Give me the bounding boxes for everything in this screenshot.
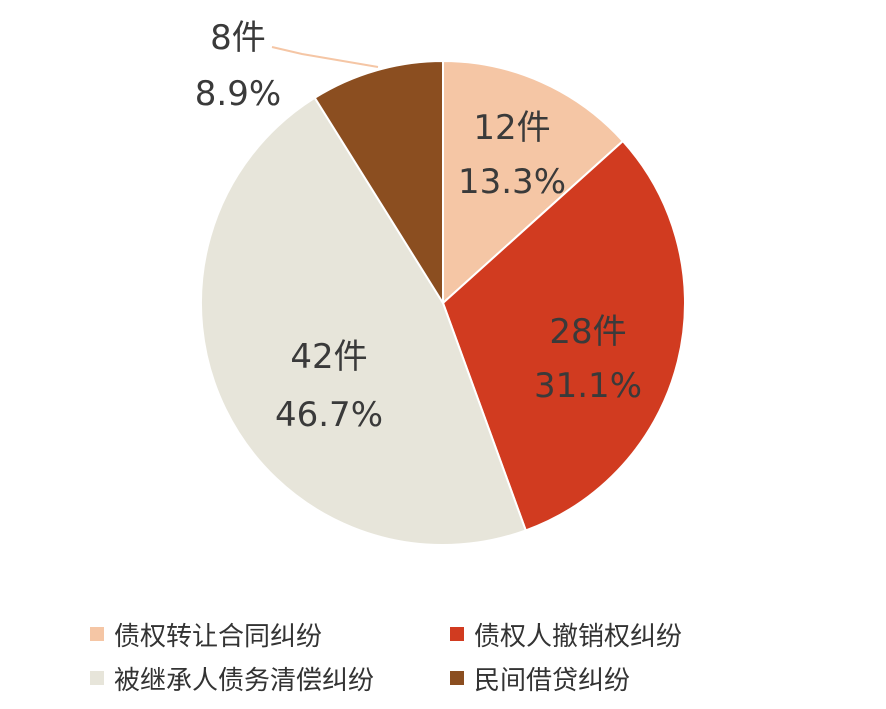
slice-3-count-label: 42件: [290, 337, 367, 377]
pie-slice-3: [199, 96, 528, 546]
legend-item-3: 被继承人债务清偿纠纷: [90, 660, 450, 697]
slice-1-count-label: 12件: [473, 108, 550, 148]
legend-label-2: 债权人撤销权纠纷: [474, 621, 683, 652]
legend-label-1: 债权转让合同纠纷: [114, 621, 323, 652]
legend-label-3: 被继承人债务清偿纠纷: [114, 665, 375, 696]
slice-2-percent-label: 31.1%: [534, 366, 642, 406]
pie-labels: 12件 13.3% 28件 31.1% 42件 46.7% 8件 8.9%: [195, 18, 642, 435]
legend-swatch-3: [90, 671, 104, 685]
legend-item-1: 债权转让合同纠纷: [90, 616, 450, 653]
legend-item-2: 债权人撤销权纠纷: [450, 616, 682, 653]
legend-item-4: 民间借贷纠纷: [450, 660, 630, 697]
slice-4-count-label: 8件: [210, 18, 266, 58]
slice-3-percent-label: 46.7%: [275, 395, 383, 435]
pie-slice-4: [313, 59, 444, 307]
pie-slice-2: [441, 139, 686, 532]
legend-swatch-1: [90, 627, 104, 641]
slice-4-percent-label: 8.9%: [195, 74, 281, 114]
legend-label-4: 民间借贷纠纷: [474, 665, 631, 696]
slice-2-count-label: 28件: [549, 312, 626, 352]
legend-swatch-4: [450, 671, 464, 685]
legend-swatch-2: [450, 627, 464, 641]
legend-row-2: 被继承人债务清偿纠纷 民间借贷纠纷: [90, 656, 790, 700]
slice-1-percent-label: 13.3%: [458, 162, 566, 202]
legend-row-1: 债权转让合同纠纷 债权人撤销权纠纷: [90, 612, 790, 656]
legend: 债权转让合同纠纷 债权人撤销权纠纷 被继承人债务清偿纠纷 民间借贷纠纷: [90, 612, 790, 700]
pie-slice-1: [442, 59, 625, 306]
pie-slices: [199, 59, 686, 546]
leader-line-slice-4: [271, 46, 379, 68]
